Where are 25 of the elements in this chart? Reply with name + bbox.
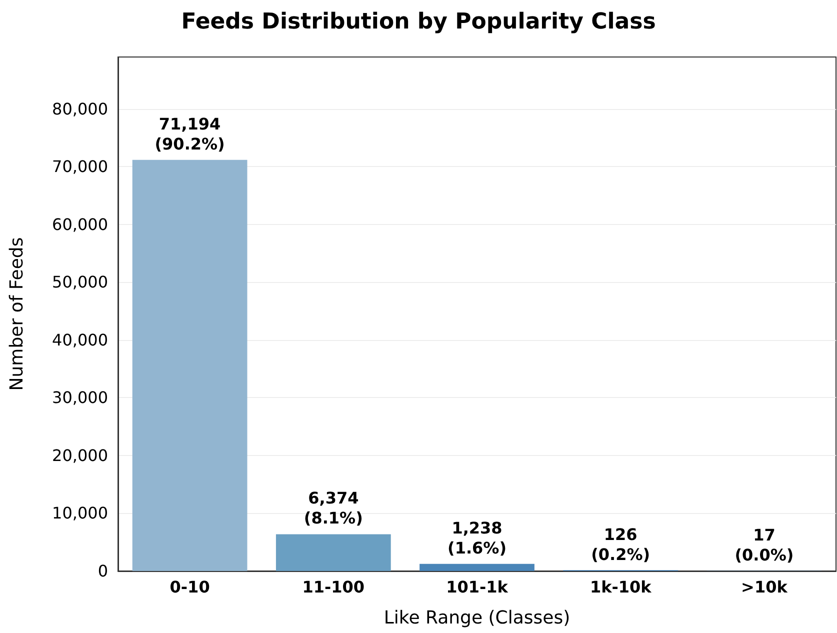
x-tick-label: 11-100 [302,578,365,596]
bar [420,564,534,571]
x-axis-title: Like Range (Classes) [384,608,570,628]
x-tick-label: 101-1k [446,578,508,596]
y-tick-label: 0 [98,562,108,580]
chart-title: Feeds Distribution by Popularity Class [181,10,656,34]
y-tick-label: 10,000 [52,504,108,523]
x-tick-label: >10k [741,578,788,596]
y-tick-label: 70,000 [52,157,108,176]
y-tick-label: 40,000 [52,330,108,350]
data-label: 17 (0.0%) [734,525,794,564]
y-tick-label: 50,000 [52,272,108,292]
data-label: 71,194 (90.2%) [154,114,225,154]
x-tick-label: 1k-10k [590,578,652,596]
y-tick-label: 80,000 [52,99,108,118]
y-tick-label: 60,000 [52,214,108,234]
bar [132,160,248,571]
data-label: 1,238 (1.6%) [448,518,506,558]
y-tick-label: 30,000 [52,388,108,408]
bar [276,534,391,571]
y-axis-title: Number of Feeds [6,237,28,391]
x-tick-label: 0-10 [170,578,210,596]
y-tick-label: 20,000 [52,446,108,465]
data-label: 126 (0.2%) [591,524,650,564]
data-label: 6,374 (8.1%) [304,488,363,528]
